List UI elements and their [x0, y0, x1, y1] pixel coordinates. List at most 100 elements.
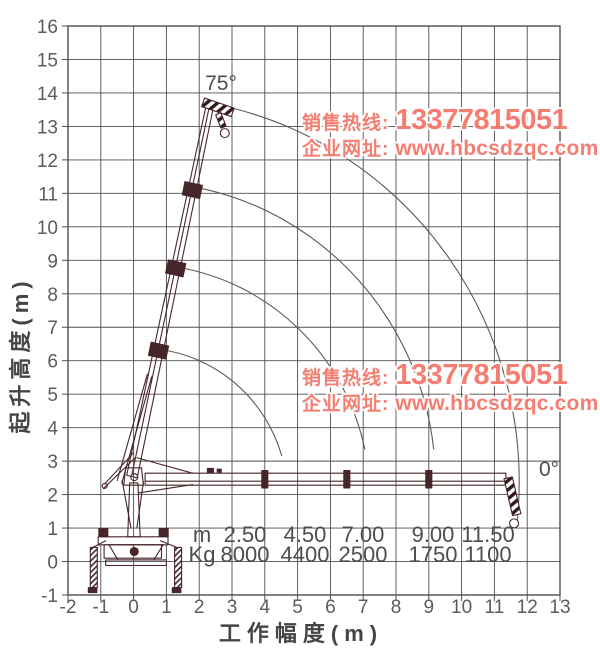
- boom-0-body: [144, 472, 507, 486]
- x-tick-label: 7: [358, 597, 369, 618]
- outrigger-jack-left: [89, 546, 98, 589]
- y-tick-label: 9: [47, 251, 58, 272]
- boom-section-collar: [343, 469, 351, 489]
- watermark-website-label: 企业网址:: [302, 139, 390, 160]
- subframe-post-right: [158, 528, 169, 538]
- y-tick-label: 12: [37, 151, 58, 172]
- x-tick-label: 2: [194, 597, 205, 618]
- watermark-hotline-number: 13377815051: [395, 104, 568, 136]
- x-tick-label: 1: [161, 597, 172, 618]
- table-radius-value: 11.50: [461, 522, 514, 547]
- x-tick-label: 10: [451, 597, 472, 618]
- column-body: [127, 482, 141, 538]
- boom-section-collar: [425, 469, 433, 489]
- x-tick-label: 6: [325, 597, 336, 618]
- table-row-label-m: m: [193, 522, 211, 547]
- y-tick-label: 1: [47, 519, 58, 540]
- boom-75-inner-edge: [131, 107, 210, 476]
- table-capacity-value: 4400: [281, 542, 330, 567]
- crane-column: [121, 479, 144, 538]
- base-plate: [105, 559, 167, 567]
- watermark-website-label: 企业网址:: [302, 394, 390, 415]
- watermark-hotline-line: 销售热线: 13377815051: [302, 361, 598, 390]
- y-tick-label: 0: [47, 553, 58, 574]
- plot-border: [67, 25, 561, 596]
- load-table: mKg 2.50 4.50 7.00 9.00 11.50 8000 4400 2500 1750…: [189, 522, 515, 567]
- table-radius-value: 4.50: [284, 522, 327, 547]
- y-tick-label: 2: [47, 486, 58, 507]
- subframe-bar: [97, 536, 169, 546]
- hook-block-top: [215, 112, 227, 129]
- outrigger-arm-right: [159, 540, 178, 549]
- y-tick-label: 10: [37, 218, 58, 239]
- x-tick-label: -2: [60, 597, 77, 618]
- table-radius-value: 9.00: [412, 522, 455, 547]
- boom-0-tip-stripes: [503, 476, 522, 517]
- table-capacity-value: 1750: [409, 542, 458, 567]
- fold-link-1: [136, 457, 194, 474]
- x-tick-label: 11: [485, 597, 505, 618]
- x-tick-label: 8: [391, 597, 402, 618]
- working-range-arcs: [157, 107, 520, 520]
- x-tick-label: 5: [292, 597, 303, 618]
- range-arc-7m: [176, 266, 366, 450]
- table-row-label-kg: Kg: [189, 542, 216, 567]
- luffing-cylinder-2: [121, 376, 153, 484]
- boom-lug-2: [216, 468, 222, 473]
- y-tick-label: 16: [37, 17, 58, 38]
- watermark-hotline-label: 销售热线:: [302, 113, 390, 134]
- subframe-post-left: [98, 528, 109, 538]
- boom-section-collar: [261, 469, 269, 489]
- watermark-hotline-line: 销售热线: 13377815051: [302, 106, 598, 135]
- x-tick-label: 13: [549, 597, 570, 618]
- y-tick-label: -1: [41, 586, 58, 607]
- x-tick-label: 9: [424, 597, 435, 618]
- crane-drawing: [87, 97, 522, 594]
- y-tick-label: 11: [38, 184, 58, 205]
- boom-lug-1: [206, 467, 214, 474]
- y-tick-label: 3: [47, 452, 58, 473]
- boom-75deg: [116, 97, 235, 484]
- grid: [67, 25, 561, 596]
- y-tick-label: 8: [47, 285, 58, 306]
- y-axis-title: 起升高度(m): [8, 276, 33, 434]
- table-capacity-value: 1100: [464, 542, 511, 567]
- column-brace-left: [121, 479, 132, 529]
- x-tick-label: 12: [517, 597, 538, 618]
- hook-right: [509, 518, 520, 529]
- table-capacity-value: 8000: [221, 542, 270, 567]
- table-capacity-value: 2500: [339, 542, 388, 567]
- y-tick-label: 14: [37, 84, 59, 105]
- slew-pin: [129, 546, 139, 557]
- knuckle-pin-outer: [101, 482, 108, 489]
- axis-ticks: [62, 25, 561, 601]
- x-tick-label: 4: [260, 597, 271, 618]
- outrigger-pad-right: [171, 587, 182, 594]
- crane-base: [87, 528, 183, 594]
- watermark-website-url: www.hbcsdzqc.com: [395, 137, 599, 160]
- y-tick-label: 13: [37, 117, 58, 138]
- angle-label: 0°: [539, 458, 559, 481]
- watermark-middle: 销售热线: 13377815051 企业网址: www.hbcsdzqc.com: [302, 361, 599, 415]
- fold-link-2: [137, 483, 194, 494]
- x-tick-label: -1: [92, 597, 109, 618]
- y-tick-label: 4: [47, 419, 58, 440]
- angle-label: 75°: [205, 72, 237, 95]
- boom-section-collar: [147, 341, 170, 360]
- watermark-website-url: www.hbcsdzqc.com: [395, 392, 599, 415]
- watermark-hotline-number: 13377815051: [395, 359, 568, 391]
- y-tick-label: 5: [47, 385, 58, 406]
- range-arc-4.5m: [157, 348, 283, 457]
- watermark-website-line: 企业网址: www.hbcsdzqc.com: [302, 138, 598, 159]
- hook-top: [219, 128, 230, 139]
- x-tick-label: 0: [128, 597, 139, 618]
- x-axis-title: 工作幅度(m): [219, 621, 383, 646]
- y-tick-label: 15: [37, 50, 58, 71]
- column-brace-right: [136, 481, 144, 529]
- table-radius-value: 7.00: [342, 522, 385, 547]
- boom-0deg: [136, 457, 522, 529]
- y-tick-label: 6: [47, 352, 58, 373]
- boom-section-collar: [181, 181, 203, 200]
